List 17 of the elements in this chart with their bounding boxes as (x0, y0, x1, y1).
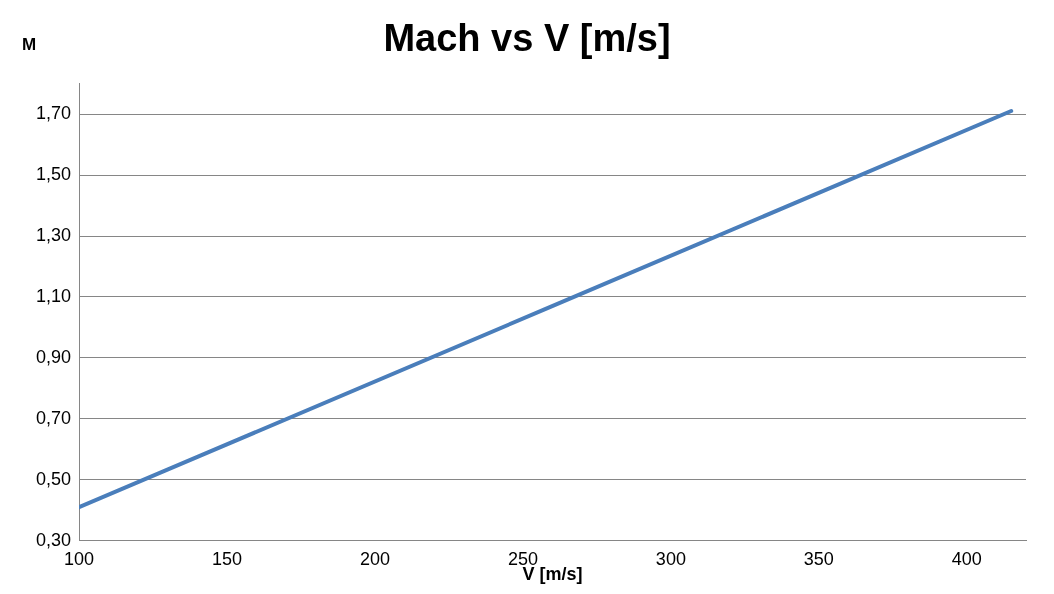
y-tick-label: 1,10 (35, 285, 72, 306)
x-tick-label: 100 (64, 548, 95, 569)
x-tick-label: 400 (951, 548, 982, 569)
y-tick-label: 1,30 (35, 224, 72, 245)
y-tick-label: 0,50 (35, 468, 72, 489)
y-tick-label: 0,30 (35, 529, 72, 550)
y-tick-label: 0,90 (35, 346, 72, 367)
x-tick-label: 350 (803, 548, 834, 569)
x-axis-title: V [m/s] (522, 564, 583, 585)
chart-title: Mach vs V [m/s] (383, 17, 671, 60)
x-tick-label: 150 (211, 548, 243, 569)
x-tick-label: 300 (655, 548, 686, 569)
x-tick-label: 200 (359, 548, 390, 569)
y-tick-label: 0,70 (35, 407, 72, 428)
y-axis-title: M (21, 34, 37, 54)
y-tick-label: 1,50 (35, 164, 72, 185)
y-tick-label: 1,70 (35, 103, 72, 124)
